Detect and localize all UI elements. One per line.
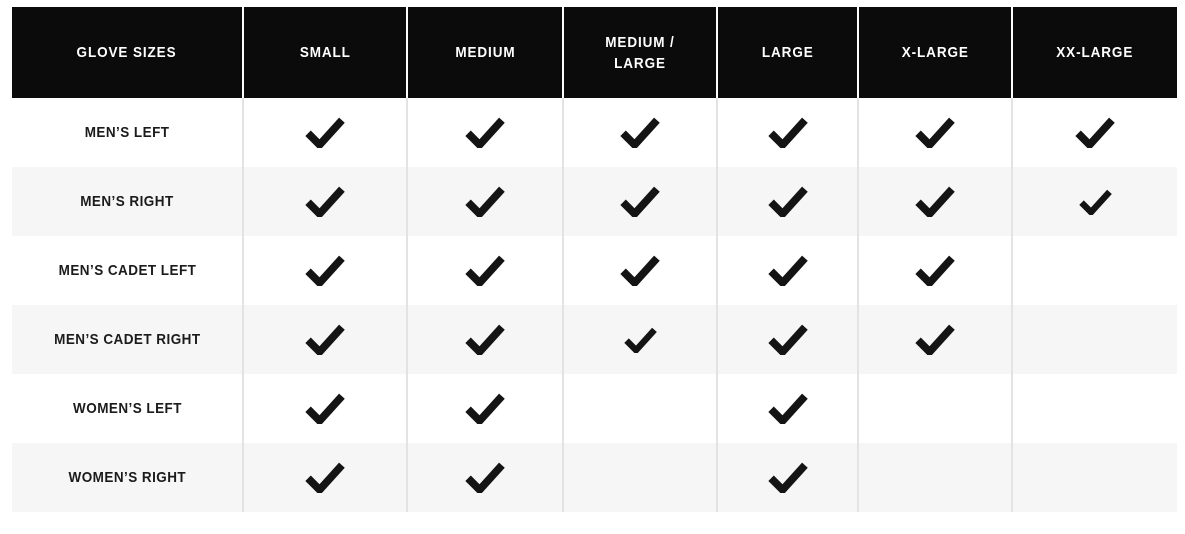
row-label: MEN’S LEFT [12, 98, 243, 167]
checkmark-icon [465, 462, 505, 493]
checkmark-icon [305, 393, 345, 424]
availability-cell-empty [562, 374, 717, 443]
availability-cell-checked [406, 236, 563, 305]
availability-cell-checked [716, 443, 858, 512]
header-row: GLOVE SIZES SMALL MEDIUM MEDIUM / LARGE … [12, 7, 1177, 98]
availability-cell-checked [406, 374, 563, 443]
header-label: X-LARGE [901, 44, 969, 61]
header-label: MEDIUM / LARGE [605, 33, 675, 72]
table-header: GLOVE SIZES SMALL MEDIUM MEDIUM / LARGE … [12, 7, 1177, 98]
checkmark-icon [620, 186, 660, 217]
checkmark-icon [465, 255, 505, 286]
availability-cell-empty [562, 443, 717, 512]
checkmark-icon [623, 327, 657, 353]
header-label: XX-LARGE [1056, 44, 1134, 61]
availability-cell-checked [857, 167, 1012, 236]
row-label: WOMEN’S LEFT [12, 374, 243, 443]
availability-cell-checked [242, 443, 407, 512]
availability-cell-checked [406, 305, 563, 374]
checkmark-icon [465, 393, 505, 424]
availability-cell-checked [1011, 167, 1177, 236]
table-row: MEN’S CADET LEFT [12, 236, 1177, 305]
row-label: MEN’S CADET LEFT [12, 236, 243, 305]
availability-cell-checked [242, 374, 407, 443]
table-row: MEN’S RIGHT [12, 167, 1177, 236]
checkmark-icon [465, 324, 505, 355]
availability-cell-checked [716, 167, 858, 236]
availability-cell-checked [1011, 98, 1177, 167]
availability-cell-checked [562, 98, 717, 167]
header-label: GLOVE SIZES [77, 44, 177, 61]
checkmark-icon [620, 255, 660, 286]
row-label: MEN’S RIGHT [12, 167, 243, 236]
availability-cell-checked [562, 236, 717, 305]
header-label: SMALL [299, 44, 351, 61]
availability-cell-empty [1011, 443, 1177, 512]
checkmark-icon [767, 324, 808, 355]
table-row: WOMEN’S LEFT [12, 374, 1177, 443]
checkmark-icon [767, 186, 808, 217]
availability-cell-empty [857, 443, 1012, 512]
availability-cell-checked [716, 374, 858, 443]
checkmark-icon [465, 117, 505, 148]
availability-cell-empty [1011, 305, 1177, 374]
checkmark-icon [305, 324, 345, 355]
availability-cell-checked [406, 167, 563, 236]
table-row: WOMEN’S RIGHT [12, 443, 1177, 512]
checkmark-icon [767, 393, 808, 424]
checkmark-icon [767, 462, 808, 493]
availability-cell-checked [716, 236, 858, 305]
checkmark-icon [305, 186, 345, 217]
size-availability-table: GLOVE SIZES SMALL MEDIUM MEDIUM / LARGE … [12, 7, 1177, 512]
availability-cell-checked [406, 443, 563, 512]
column-header-medium-large: MEDIUM / LARGE [562, 7, 717, 98]
table-row: MEN’S LEFT [12, 98, 1177, 167]
table-row: MEN’S CADET RIGHT [12, 305, 1177, 374]
checkmark-icon [1078, 189, 1112, 215]
checkmark-icon [915, 117, 955, 148]
availability-cell-checked [857, 98, 1012, 167]
availability-cell-empty [1011, 374, 1177, 443]
column-header-small: SMALL [242, 7, 407, 98]
glove-size-table: GLOVE SIZES SMALL MEDIUM MEDIUM / LARGE … [12, 7, 1177, 512]
checkmark-icon [305, 462, 345, 493]
row-label: WOMEN’S RIGHT [12, 443, 243, 512]
checkmark-icon [620, 117, 660, 148]
checkmark-icon [305, 255, 345, 286]
row-label: MEN’S CADET RIGHT [12, 305, 243, 374]
checkmark-icon [915, 324, 955, 355]
checkmark-icon [767, 255, 808, 286]
checkmark-icon [305, 117, 345, 148]
availability-cell-checked [562, 167, 717, 236]
column-header-large: LARGE [716, 7, 858, 98]
availability-cell-checked [562, 305, 717, 374]
size-table-body: MEN’S LEFT MEN’S RIGHT MEN’S CADET LEFT … [12, 98, 1177, 512]
availability-cell-empty [857, 374, 1012, 443]
header-label: MEDIUM [454, 44, 516, 61]
availability-cell-checked [716, 98, 858, 167]
checkmark-icon [767, 117, 808, 148]
availability-cell-checked [242, 305, 407, 374]
column-header-xx-large: XX-LARGE [1011, 7, 1177, 98]
column-header-glove-sizes: GLOVE SIZES [12, 7, 243, 98]
availability-cell-checked [242, 236, 407, 305]
availability-cell-checked [857, 236, 1012, 305]
availability-cell-checked [242, 98, 407, 167]
availability-cell-checked [242, 167, 407, 236]
checkmark-icon [1075, 117, 1115, 148]
checkmark-icon [465, 186, 505, 217]
column-header-x-large: X-LARGE [857, 7, 1012, 98]
availability-cell-checked [716, 305, 858, 374]
availability-cell-checked [406, 98, 563, 167]
availability-cell-checked [857, 305, 1012, 374]
checkmark-icon [915, 255, 955, 286]
availability-cell-empty [1011, 236, 1177, 305]
column-header-medium: MEDIUM [406, 7, 563, 98]
checkmark-icon [915, 186, 955, 217]
header-label: LARGE [761, 44, 814, 61]
